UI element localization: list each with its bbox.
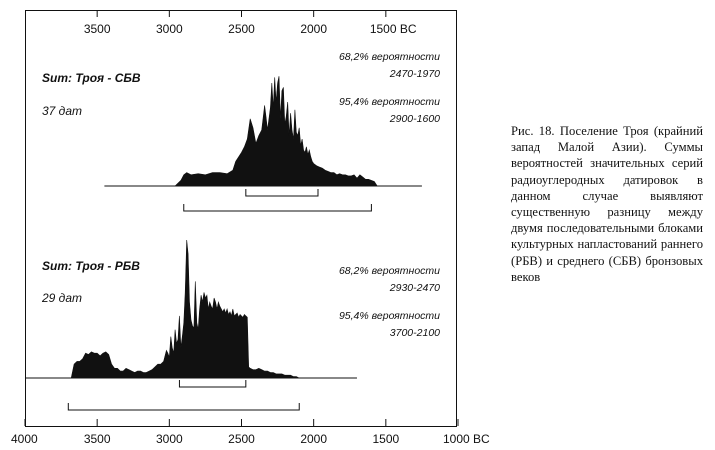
- panel-rbv-range68-label: 2930-2470: [389, 282, 440, 294]
- panel-rbv-prob95-label: 95,4% вероятности: [339, 310, 440, 322]
- panel-sbv-range95-label: 2900-1600: [389, 113, 440, 125]
- panel-sbv-prob68-label: 68,2% вероятности: [339, 51, 440, 63]
- bottom-axis-tick-label: 1500: [372, 432, 399, 446]
- top-axis-tick-label: 3500: [84, 22, 111, 36]
- top-axis-tick-label: 2000: [300, 22, 327, 36]
- panel-sbv: Sum: Троя - СБВ 37 дат 68,2% вероятности…: [42, 51, 440, 212]
- panel-rbv-prob68-label: 68,2% вероятности: [339, 265, 440, 277]
- panel-sbv-range68-bracket: [245, 189, 319, 197]
- panel-rbv-probability-area: [70, 239, 300, 379]
- panel-rbv: Sum: Троя - РБВ 29 дат 68,2% вероятности…: [25, 239, 440, 411]
- panel-rbv-range68-bracket: [178, 380, 247, 388]
- panel-sbv-title: Sum: Троя - СБВ: [42, 71, 141, 85]
- top-axis: 3500 3000 2500 2000 1500 BC: [84, 10, 417, 36]
- panel-sbv-prob95-label: 95,4% вероятности: [339, 96, 440, 108]
- panel-sbv-range68-label: 2470-1970: [389, 68, 440, 80]
- bottom-axis: 4000 3500 3000 2500 2000 1500 1000 BC: [11, 419, 490, 446]
- panel-rbv-count: 29 дат: [41, 291, 82, 305]
- panel-sbv-range95-bracket: [183, 204, 372, 212]
- panel-rbv-title: Sum: Троя - РБВ: [42, 259, 140, 273]
- bottom-axis-tick-label: 2000: [300, 432, 327, 446]
- bottom-axis-tick-label: 1000 BC: [443, 432, 490, 446]
- bottom-axis-tick-label: 4000: [11, 432, 38, 446]
- bottom-axis-tick-label: 3500: [84, 432, 111, 446]
- panel-rbv-range95-label: 3700-2100: [390, 327, 440, 339]
- bottom-axis-tick-label: 2500: [228, 432, 255, 446]
- panel-rbv-range95-bracket: [67, 403, 300, 411]
- top-axis-tick-label: 2500: [228, 22, 255, 36]
- top-axis-tick-label: 3000: [156, 22, 183, 36]
- panel-sbv-count: 37 дат: [42, 104, 82, 118]
- bottom-axis-tick-label: 3000: [156, 432, 183, 446]
- figure-caption: Рис. 18. Поселение Троя (крайний запад М…: [511, 124, 703, 284]
- panel-sbv-probability-area: [174, 76, 378, 187]
- top-axis-tick-label: 1500 BC: [370, 22, 417, 36]
